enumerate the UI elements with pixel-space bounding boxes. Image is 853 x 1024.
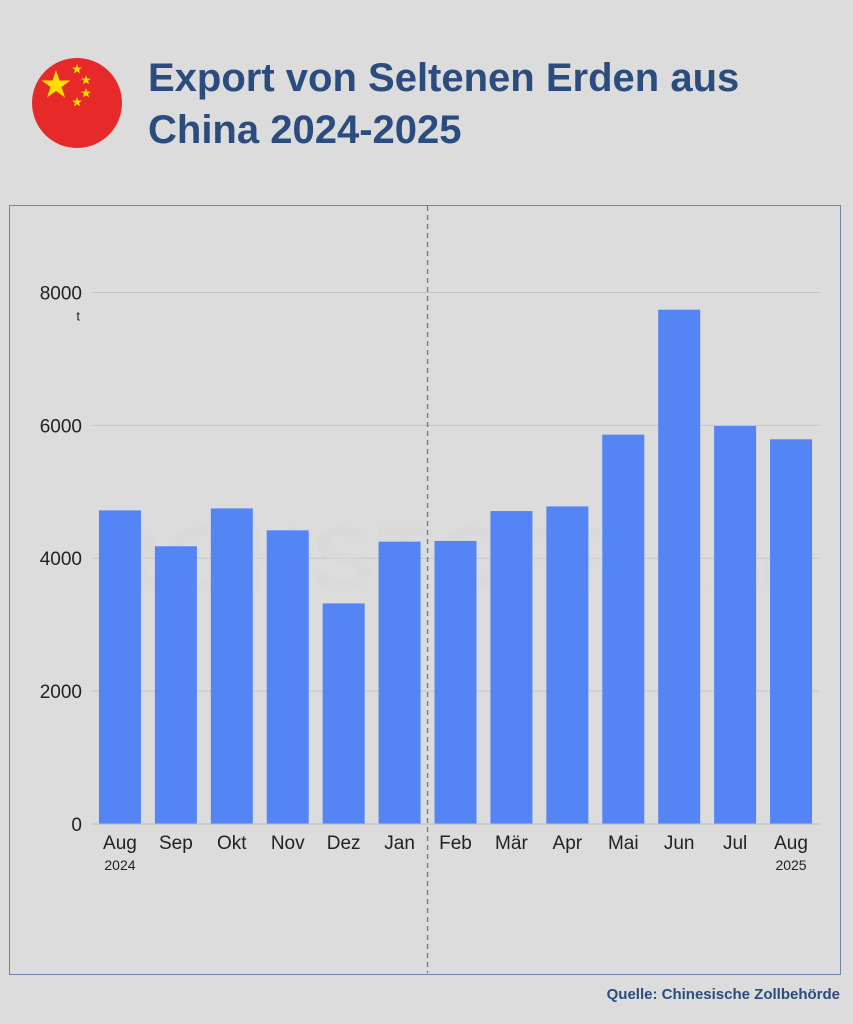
x-year-label: 2024 — [104, 857, 135, 873]
source-note: Quelle: Chinesische Zollbehörde — [606, 986, 840, 1003]
x-tick-label: Aug — [103, 833, 137, 854]
y-axis-unit-label: t — [76, 308, 80, 323]
x-tick-label: Mär — [495, 833, 528, 854]
x-year-label: 2025 — [775, 857, 806, 873]
chart-frame: ROHSTOFF .net 02000400060008000tAug2024S… — [9, 205, 841, 975]
axes: 0 2000 4000 6000 8000 t Aug 2024 Sep Okt Nov Dez Jan… — [40, 283, 819, 873]
x-tick-label: Jan — [384, 833, 415, 854]
x-tick-label: Okt — [217, 833, 247, 854]
x-tick-label: Feb — [439, 833, 472, 854]
x-tick-label: Sep — [159, 833, 193, 854]
y-tick-label: 2000 — [40, 682, 82, 703]
x-tick-label: Aug — [774, 833, 808, 854]
x-tick-label: Jun — [664, 833, 695, 854]
bar — [490, 511, 533, 824]
x-tick-label: Apr — [553, 833, 583, 854]
x-tick-label: Mai — [608, 833, 639, 854]
y-tick-label: 8000 — [40, 283, 82, 304]
bar-chart: ROHSTOFF .net 02000400060008000tAug2024S… — [40, 206, 819, 973]
bar — [658, 309, 701, 825]
bar — [266, 530, 309, 824]
y-tick-label: 4000 — [40, 549, 82, 570]
bar — [714, 425, 757, 824]
x-tick-label: Dez — [327, 833, 361, 854]
y-tick-label: 6000 — [40, 416, 82, 437]
bar — [154, 546, 197, 824]
china-flag-icon — [32, 58, 122, 148]
bar — [322, 603, 365, 824]
bar — [434, 540, 477, 824]
bar — [546, 506, 589, 824]
bar — [98, 510, 141, 824]
page-title: Export von Seltenen Erden aus China 2024… — [148, 56, 740, 152]
x-tick-label: Jul — [723, 833, 747, 854]
bars — [98, 309, 813, 825]
bar — [770, 439, 813, 824]
y-tick-label: 0 — [71, 815, 82, 836]
x-tick-label: Nov — [271, 833, 305, 854]
bar — [210, 508, 253, 824]
bar — [602, 434, 645, 824]
bar — [378, 541, 421, 824]
